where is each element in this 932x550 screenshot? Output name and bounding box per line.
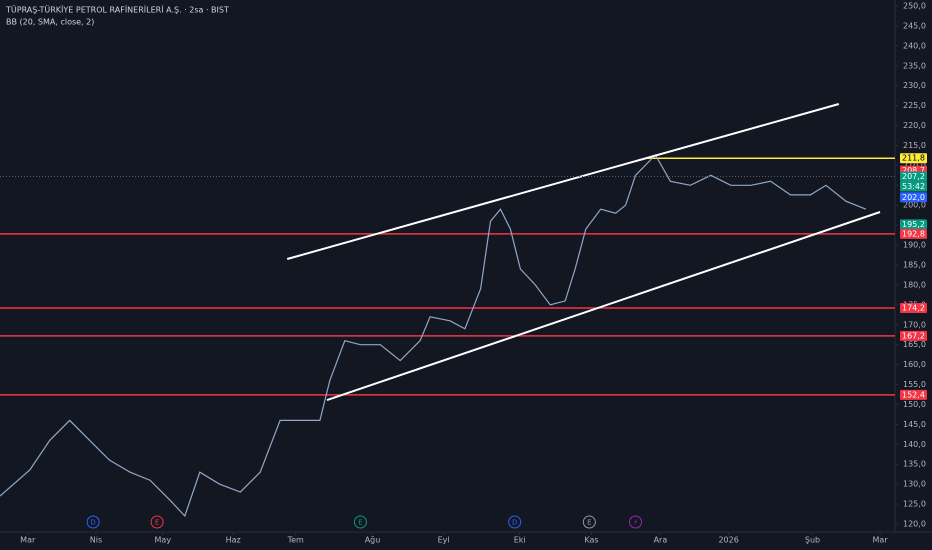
price-badge-label: 202,0 xyxy=(902,193,925,202)
y-tick-label: 250,0 xyxy=(903,2,926,11)
x-tick-label: Nis xyxy=(90,536,102,545)
y-tick-label: 180,0 xyxy=(903,280,926,289)
event-label: E xyxy=(358,519,362,527)
y-tick-label: 130,0 xyxy=(903,480,926,489)
price-badge-label: 211,8 xyxy=(902,154,925,163)
price-badge-label: 207,2 xyxy=(902,172,925,181)
price-badge xyxy=(900,228,927,239)
price-badge xyxy=(900,330,927,341)
price-badge xyxy=(900,192,927,203)
event-label: D xyxy=(512,519,517,527)
x-tick-label: Ağu xyxy=(365,536,381,545)
y-tick-label: 120,0 xyxy=(903,520,926,529)
y-tick-label: 210,0 xyxy=(903,161,926,170)
y-tick-label: 230,0 xyxy=(903,81,926,90)
y-tick-label: 225,0 xyxy=(903,101,926,110)
price-badge xyxy=(900,303,927,314)
event-icon xyxy=(582,515,596,529)
price-badge-label: 195,2 xyxy=(902,220,925,229)
chart-title: TÜPRAŞ-TÜRKİYE PETROL RAFİNERİLERİ A.Ş. … xyxy=(5,5,229,15)
indicator-label: BB (20, SMA, close, 2) xyxy=(6,18,94,27)
price-badge xyxy=(900,153,927,164)
x-tick-label: Şub xyxy=(805,536,820,545)
x-tick-label: May xyxy=(155,536,172,545)
price-badge-label: 167,2 xyxy=(902,331,925,340)
x-tick-label: Eyl xyxy=(438,536,450,545)
y-tick-label: 215,0 xyxy=(903,141,926,150)
price-badge xyxy=(900,171,927,182)
y-tick-label: 140,0 xyxy=(903,440,926,449)
event-icon xyxy=(150,515,164,529)
y-tick-label: 185,0 xyxy=(903,261,926,270)
price-badge xyxy=(900,389,927,400)
price-badge-label: 208,7 xyxy=(902,166,925,175)
x-tick-label: Kas xyxy=(584,536,598,545)
y-tick-label: 125,0 xyxy=(903,500,926,509)
x-tick-label: Haz xyxy=(226,536,241,545)
y-tick-label: 220,0 xyxy=(903,121,926,130)
x-tick-label: Mar xyxy=(20,536,36,545)
y-tick-label: 160,0 xyxy=(903,360,926,369)
y-tick-label: 245,0 xyxy=(903,21,926,30)
y-tick-label: 150,0 xyxy=(903,400,926,409)
event-label: E xyxy=(155,519,159,527)
event-label: D xyxy=(90,519,95,527)
y-tick-label: 190,0 xyxy=(903,241,926,250)
price-badge xyxy=(900,181,927,192)
trend-line xyxy=(326,211,881,402)
event-label: ⚡ xyxy=(633,519,638,527)
price-badge xyxy=(900,219,927,230)
x-tick-label: 2026 xyxy=(718,536,738,545)
y-tick-label: 155,0 xyxy=(903,380,926,389)
event-icon xyxy=(508,515,522,529)
price-badge-label: 152,4 xyxy=(902,390,925,399)
price-badge-label: 174,2 xyxy=(902,304,925,313)
event-icon xyxy=(353,515,367,529)
event-icon xyxy=(629,515,643,529)
y-tick-label: 240,0 xyxy=(903,41,926,50)
y-tick-label: 165,0 xyxy=(903,340,926,349)
x-tick-label: Ara xyxy=(654,536,668,545)
y-tick-label: 235,0 xyxy=(903,61,926,70)
y-tick-label: 135,0 xyxy=(903,460,926,469)
trend-line xyxy=(286,103,840,260)
event-label: E xyxy=(587,519,591,527)
x-tick-label: Eki xyxy=(514,536,526,545)
y-tick-label: 170,0 xyxy=(903,320,926,329)
price-badge-label: 192,8 xyxy=(902,229,925,238)
x-tick-label: Mar xyxy=(873,536,889,545)
event-icon xyxy=(86,515,100,529)
y-tick-label: 145,0 xyxy=(903,420,926,429)
price-badge-label: 53:42 xyxy=(902,182,925,191)
x-tick-label: Tem xyxy=(287,536,304,545)
y-tick-label: 200,0 xyxy=(903,201,926,210)
price-line xyxy=(0,154,867,518)
